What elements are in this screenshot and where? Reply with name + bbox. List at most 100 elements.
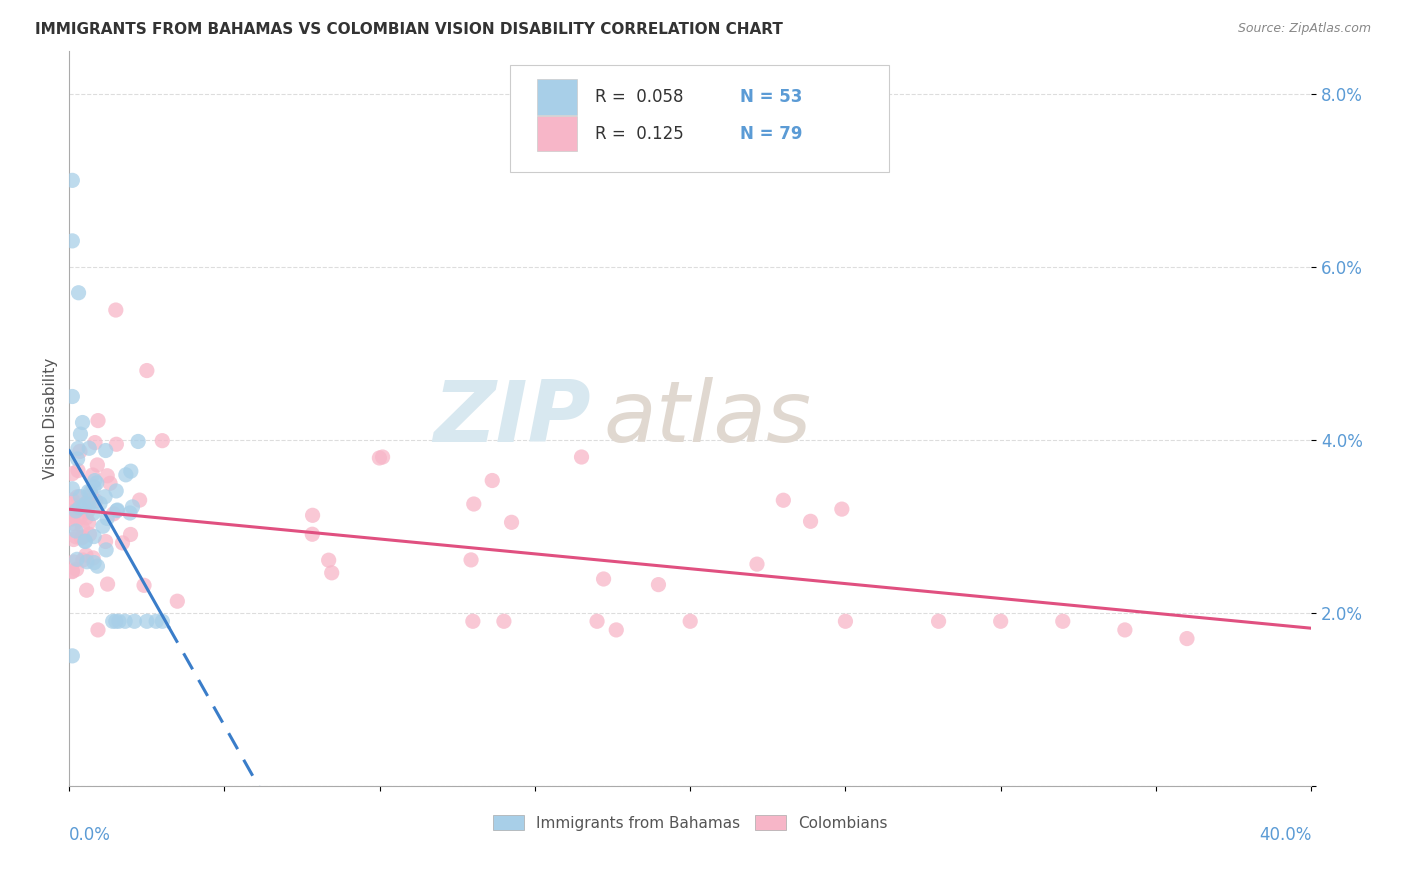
- Point: [105, 503, 128, 517]
- Point: [86, 559, 108, 574]
- Point: [60, 565, 83, 579]
- Point: [89, 496, 111, 510]
- Point: [66, 490, 89, 504]
- Point: [990, 615, 1012, 629]
- Point: [60, 498, 83, 512]
- Point: [121, 500, 143, 514]
- Point: [60, 390, 83, 404]
- Point: [94, 534, 117, 549]
- Text: Source: ZipAtlas.com: Source: ZipAtlas.com: [1237, 22, 1371, 36]
- Y-axis label: Vision Disability: Vision Disability: [44, 358, 58, 479]
- Point: [605, 623, 627, 637]
- Bar: [537, 116, 578, 152]
- Point: [66, 552, 89, 566]
- Point: [76, 583, 98, 598]
- Point: [111, 536, 134, 550]
- Point: [150, 615, 173, 629]
- Point: [86, 458, 108, 472]
- Point: [72, 416, 94, 430]
- Point: [77, 498, 100, 512]
- Point: [928, 615, 950, 629]
- Text: R =  0.125: R = 0.125: [595, 125, 683, 143]
- Point: [96, 511, 118, 525]
- Point: [799, 514, 821, 528]
- Text: atlas: atlas: [603, 376, 811, 459]
- Point: [60, 493, 83, 508]
- Point: [69, 500, 91, 515]
- Point: [124, 615, 146, 629]
- Point: [87, 414, 110, 428]
- Point: [60, 504, 83, 518]
- Point: [66, 452, 89, 467]
- Text: 0.0%: 0.0%: [69, 826, 111, 844]
- Point: [87, 623, 110, 637]
- Point: [135, 363, 157, 377]
- Text: N = 53: N = 53: [740, 88, 803, 106]
- Point: [83, 530, 105, 544]
- Point: [105, 503, 128, 517]
- Point: [76, 555, 98, 569]
- Point: [60, 648, 83, 663]
- Point: [69, 444, 91, 458]
- Point: [108, 615, 131, 629]
- Point: [67, 285, 90, 300]
- Point: [368, 450, 391, 465]
- Point: [120, 464, 142, 478]
- Point: [166, 594, 188, 608]
- Point: [679, 615, 702, 629]
- Point: [83, 480, 105, 494]
- Point: [150, 434, 173, 448]
- Point: [127, 434, 149, 449]
- Text: 40.0%: 40.0%: [1258, 826, 1312, 844]
- Point: [82, 507, 104, 521]
- Point: [75, 534, 97, 549]
- Text: N = 79: N = 79: [740, 125, 803, 143]
- Point: [492, 615, 515, 629]
- Point: [834, 615, 856, 629]
- Point: [86, 475, 108, 490]
- Point: [77, 516, 100, 530]
- Text: R =  0.058: R = 0.058: [595, 88, 683, 106]
- Point: [77, 493, 100, 508]
- Point: [63, 517, 86, 532]
- Point: [91, 519, 114, 533]
- Point: [571, 450, 593, 464]
- Point: [301, 508, 323, 523]
- Point: [118, 506, 141, 520]
- Point: [66, 442, 89, 456]
- Point: [105, 437, 128, 451]
- Point: [481, 474, 503, 488]
- Point: [83, 556, 105, 570]
- Point: [128, 493, 150, 508]
- Point: [79, 527, 101, 541]
- Point: [69, 427, 91, 442]
- Point: [76, 504, 98, 518]
- Point: [75, 548, 97, 562]
- Point: [463, 497, 485, 511]
- Point: [60, 173, 83, 187]
- Point: [745, 557, 768, 571]
- Point: [94, 443, 117, 458]
- Point: [772, 493, 794, 508]
- Point: [69, 509, 91, 524]
- Point: [501, 516, 523, 530]
- Point: [120, 527, 142, 541]
- Point: [60, 509, 83, 524]
- Point: [318, 553, 340, 567]
- Point: [96, 468, 118, 483]
- Point: [79, 485, 101, 500]
- Point: [1114, 623, 1136, 637]
- Point: [60, 512, 83, 526]
- Point: [80, 487, 103, 501]
- Point: [62, 555, 84, 569]
- Point: [461, 615, 484, 629]
- Point: [67, 464, 90, 478]
- Point: [77, 442, 100, 456]
- Point: [104, 615, 127, 629]
- Point: [104, 303, 127, 318]
- Point: [84, 493, 107, 508]
- Point: [84, 435, 107, 450]
- Point: [101, 615, 124, 629]
- Point: [60, 564, 83, 578]
- Point: [77, 484, 100, 499]
